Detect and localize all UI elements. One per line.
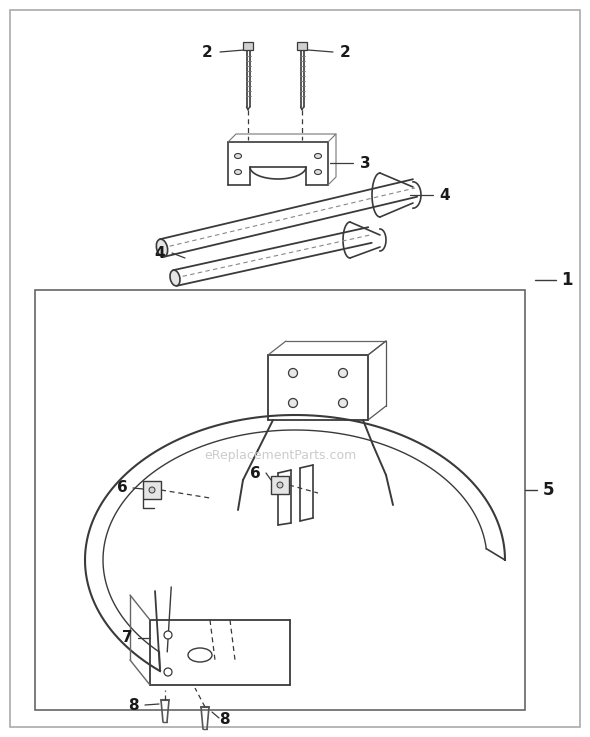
Ellipse shape — [277, 482, 283, 488]
Ellipse shape — [188, 648, 212, 662]
Bar — [243, 42, 253, 50]
Ellipse shape — [339, 368, 348, 377]
Text: 8: 8 — [219, 713, 230, 727]
Ellipse shape — [149, 487, 155, 493]
Bar — [143, 481, 161, 499]
Text: 2: 2 — [340, 44, 350, 60]
Text: 3: 3 — [360, 156, 371, 170]
Ellipse shape — [170, 270, 180, 286]
Text: 4: 4 — [440, 187, 450, 203]
Text: 6: 6 — [117, 481, 127, 495]
Bar — [35, 290, 525, 710]
Ellipse shape — [156, 239, 168, 257]
Text: 1: 1 — [561, 271, 573, 289]
Ellipse shape — [164, 668, 172, 676]
Text: 5: 5 — [542, 481, 554, 499]
Text: 4: 4 — [155, 245, 165, 260]
Ellipse shape — [314, 153, 322, 158]
Text: 8: 8 — [127, 697, 138, 713]
Text: 2: 2 — [202, 44, 212, 60]
Text: 7: 7 — [122, 630, 132, 646]
Ellipse shape — [164, 631, 172, 639]
Ellipse shape — [314, 170, 322, 175]
Ellipse shape — [339, 399, 348, 408]
Ellipse shape — [234, 153, 241, 158]
Bar — [271, 476, 289, 494]
Text: eReplacementParts.com: eReplacementParts.com — [204, 449, 356, 461]
Ellipse shape — [234, 170, 241, 175]
Bar — [297, 42, 307, 50]
Text: 6: 6 — [250, 466, 260, 481]
Ellipse shape — [289, 368, 297, 377]
Ellipse shape — [289, 399, 297, 408]
